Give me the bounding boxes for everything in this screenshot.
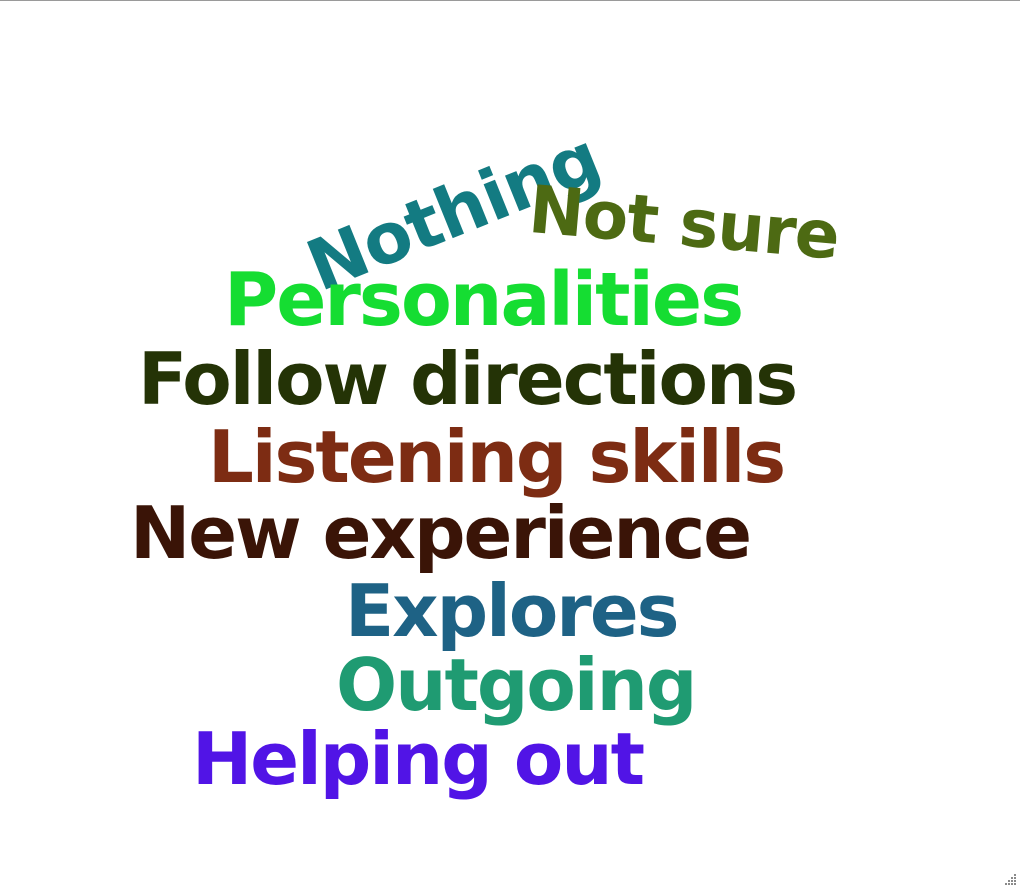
- word-not-sure: Not sure: [525, 171, 843, 275]
- word-explores: Explores: [345, 569, 680, 653]
- word-new-experience: New experience: [130, 491, 752, 575]
- resize-grip-icon[interactable]: [1002, 870, 1018, 886]
- word-helping-out: Helping out: [192, 717, 645, 801]
- word-outgoing: Outgoing: [336, 643, 697, 727]
- word-listening-skills: Listening skills: [208, 415, 786, 499]
- word-personalities: Personalities: [224, 257, 744, 343]
- word-follow-directions: Follow directions: [138, 337, 798, 421]
